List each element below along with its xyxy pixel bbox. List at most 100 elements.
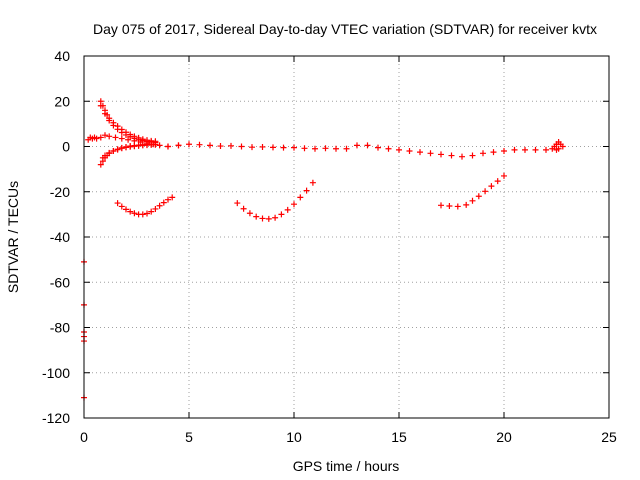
data-point (475, 193, 482, 200)
data-point (280, 144, 287, 151)
data-point (448, 152, 455, 159)
data-point (102, 132, 108, 139)
data-point (427, 150, 434, 157)
data-point (139, 211, 146, 218)
data-point (102, 152, 108, 159)
data-point (559, 143, 566, 150)
data-point (291, 201, 297, 208)
data-point (144, 210, 150, 217)
data-point (459, 153, 465, 160)
data-point (234, 200, 241, 207)
y-tick-label: 20 (54, 93, 70, 109)
series-end-cluster (549, 138, 566, 152)
x-tick-label: 10 (286, 429, 302, 445)
data-point (102, 110, 108, 117)
data-point (249, 144, 255, 151)
data-point (406, 148, 413, 155)
data-point (97, 102, 104, 109)
data-point (228, 142, 234, 149)
series-lower-rise-2 (99, 141, 159, 161)
data-point (160, 199, 167, 206)
data-point (297, 194, 304, 201)
data-point (480, 150, 486, 157)
data-point (240, 205, 247, 212)
data-point (438, 202, 444, 209)
data-point (385, 145, 392, 152)
data-point (165, 196, 171, 203)
data-point (522, 146, 528, 153)
data-point (543, 146, 549, 153)
data-point (118, 203, 125, 210)
data-point (259, 215, 266, 222)
series-arc-2 (234, 179, 316, 222)
data-point (253, 213, 260, 220)
data-point (309, 179, 316, 186)
data-point (284, 206, 291, 213)
data-point (396, 146, 402, 153)
data-point (469, 197, 476, 204)
data-point (364, 142, 371, 149)
data-point (137, 138, 144, 145)
data-point (148, 208, 155, 215)
x-tick-label: 5 (185, 429, 193, 445)
plot-frame (83, 55, 610, 419)
data-point (246, 210, 253, 217)
data-point (217, 143, 224, 150)
x-tick-label: 25 (601, 429, 617, 445)
data-point (152, 205, 159, 212)
y-tick-label: -120 (42, 410, 70, 426)
data-point (375, 144, 381, 151)
data-point (312, 145, 318, 152)
data-point (354, 142, 360, 149)
data-point (112, 134, 119, 141)
data-point (207, 142, 213, 149)
data-point (454, 203, 461, 210)
x-tick-label: 0 (80, 429, 88, 445)
data-point (118, 145, 125, 152)
data-point (150, 141, 157, 148)
data-point (259, 143, 266, 150)
data-point (501, 172, 507, 179)
data-point (322, 145, 329, 152)
chart-title: Day 075 of 2017, Sidereal Day-to-day VTE… (93, 21, 597, 37)
data-point (278, 211, 285, 218)
data-point (131, 210, 138, 217)
data-point (532, 146, 539, 153)
series-arc-3 (438, 172, 507, 210)
data-point (291, 144, 297, 151)
data-point (175, 142, 182, 149)
data-points (81, 98, 566, 401)
data-point (131, 137, 138, 144)
data-point (156, 142, 163, 149)
data-point (270, 144, 276, 151)
data-point (196, 141, 203, 148)
data-point (106, 149, 113, 156)
data-point (343, 145, 350, 152)
data-point (469, 152, 476, 159)
y-tick-label: -80 (50, 320, 70, 336)
x-tick-label: 15 (391, 429, 407, 445)
data-point (301, 145, 308, 152)
data-point (446, 203, 453, 210)
data-point (114, 126, 121, 133)
y-axis-label: SDTVAR / TECUs (5, 181, 21, 293)
data-point (169, 194, 176, 201)
x-axis-label: GPS time / hours (293, 458, 400, 474)
ticks: -120 -100 -80 -60 -40 -20 0 20 40 0 5 10 15 20 25 (42, 48, 617, 445)
data-point (156, 202, 163, 209)
series-early-cluster (85, 132, 182, 150)
data-point (494, 178, 501, 185)
data-point (106, 133, 113, 140)
data-point (272, 214, 279, 221)
data-point (555, 145, 562, 152)
y-tick-label: -60 (50, 274, 70, 290)
data-point (238, 143, 245, 150)
data-point (118, 135, 125, 142)
data-point (127, 208, 134, 215)
grid (84, 56, 609, 418)
data-point (114, 200, 121, 207)
data-point (106, 117, 113, 124)
data-point (417, 149, 423, 156)
data-point (511, 146, 518, 153)
data-point (265, 215, 272, 222)
